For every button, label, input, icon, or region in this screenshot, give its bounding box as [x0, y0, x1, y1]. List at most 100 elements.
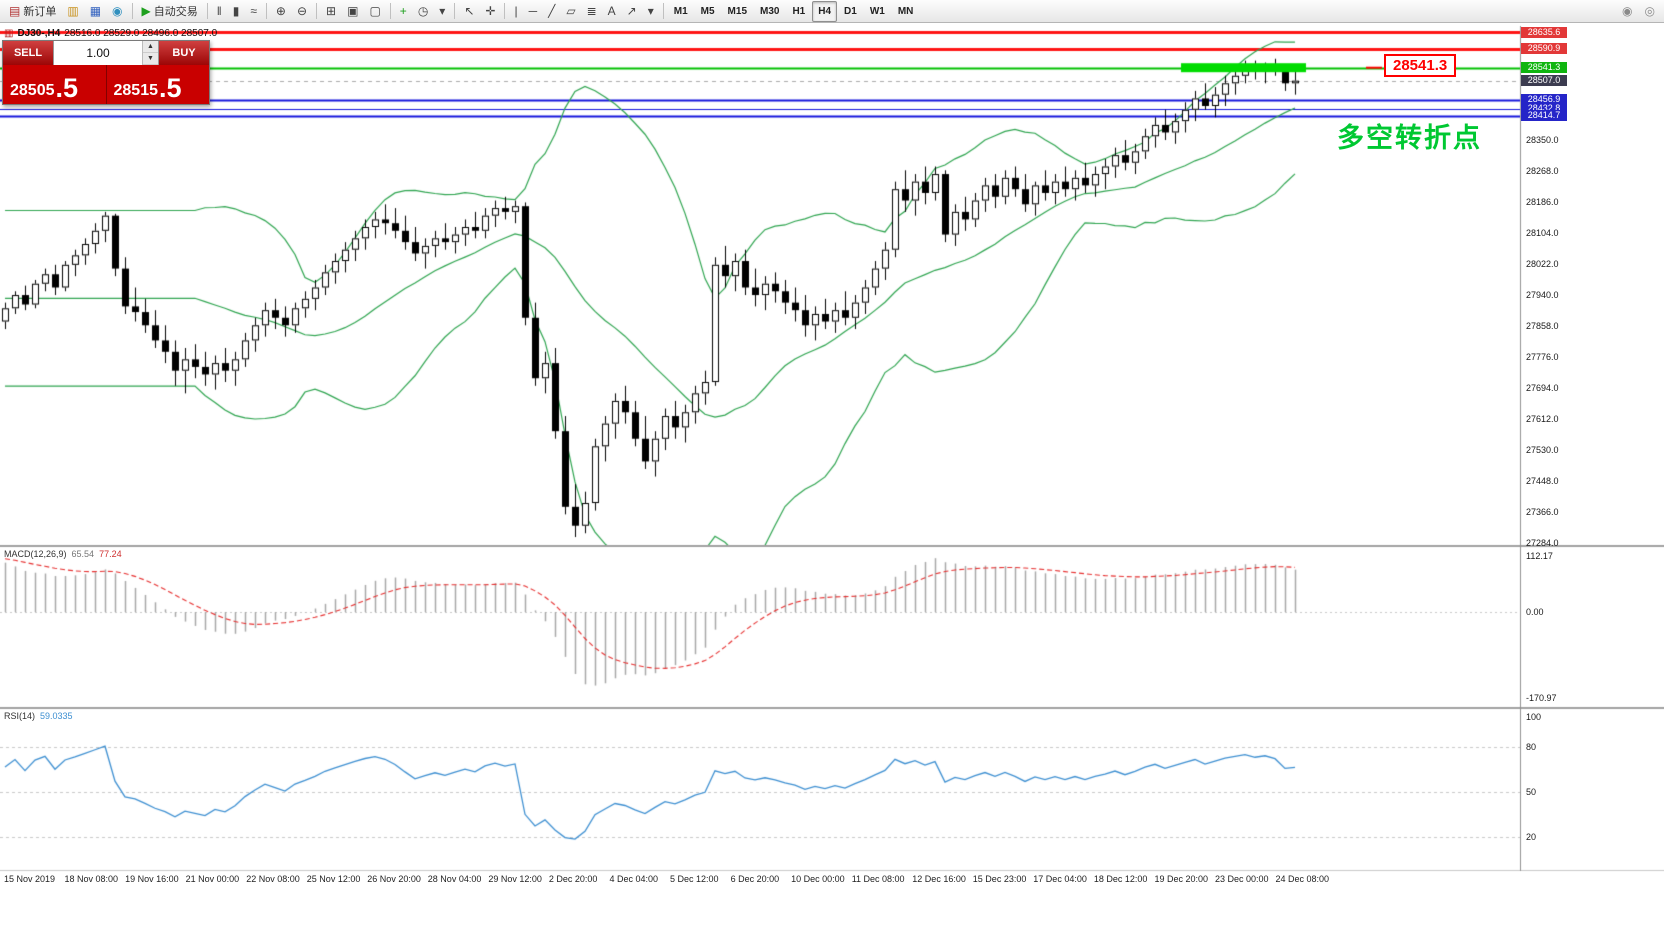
bar-chart-button[interactable]: ‖ — [212, 1, 227, 22]
time-axis-label: 19 Nov 16:00 — [125, 874, 179, 884]
price-axis-label: 27858.0 — [1526, 321, 1559, 332]
timeframe-m1[interactable]: M1 — [673, 5, 688, 17]
timeframe-d1[interactable]: D1 — [844, 5, 857, 17]
chart-annotation-text[interactable]: 多空转折点 — [1337, 123, 1482, 153]
status-icon-1-icon: ◉ — [1622, 4, 1633, 18]
rsi-axis-label: 50 — [1526, 787, 1537, 797]
candlestick-chart-button[interactable]: ▮ — [228, 1, 245, 22]
vertical-line-icon: | — [514, 4, 518, 18]
templates-button[interactable]: ▾ — [434, 1, 450, 22]
time-axis-label: 22 Nov 08:00 — [246, 874, 300, 884]
arrange-windows-button[interactable]: ▢ — [364, 1, 385, 22]
cursor-button[interactable]: ↖ — [459, 1, 479, 22]
ask-main-digits: 28515 — [113, 82, 159, 99]
trendline-button[interactable]: ╱ — [543, 1, 560, 22]
ask-price[interactable]: 28515 .5 — [107, 65, 210, 104]
volume-spinner[interactable]: ▲ ▼ — [142, 41, 158, 65]
profiles-icon: ▥ — [67, 4, 79, 18]
autotrading-icon: ▶ — [141, 4, 151, 18]
toolbar-separator — [265, 3, 267, 19]
line-chart-icon: ≈ — [250, 4, 257, 18]
timeframe-w1[interactable]: W1 — [869, 5, 885, 17]
price-tag: 28507.0 — [1521, 75, 1567, 87]
zoom-in-button[interactable]: ⊕ — [271, 1, 291, 22]
bid-price[interactable]: 28505 .5 — [3, 65, 107, 104]
status-icon-1[interactable]: ◉ — [1617, 1, 1637, 22]
vertical-line-button[interactable]: | — [509, 1, 522, 22]
arrows-button[interactable]: ↗ — [622, 1, 642, 22]
time-axis-label: 15 Dec 23:00 — [972, 874, 1027, 884]
community-icon: ◉ — [112, 4, 123, 18]
objects-dropdown[interactable]: ▾ — [643, 1, 659, 22]
time-axis-label: 5 Dec 12:00 — [670, 874, 719, 884]
volume-input[interactable]: 1.00 ▲ ▼ — [53, 41, 159, 65]
timeframe-h1[interactable]: H1 — [792, 5, 806, 17]
time-axis-label: 24 Dec 08:00 — [1275, 874, 1330, 884]
top-toolbar: ▤ 新订单 ▥ ▦ ◉ ▶ 自动交易 ‖ ▮ ≈ ⊕ ⊖ ⊞ ▣ ▢ + ◷ ▾ ↖ ✛ | ─ ╱ ▱ ≣ A ↗ ▾ M1 M5 M15… — [0, 0, 1664, 23]
tile-windows-button[interactable]: ⊞ — [321, 1, 341, 22]
time-axis-label: 19 Dec 20:00 — [1154, 874, 1209, 884]
timeframe-h4[interactable]: H4 — [812, 0, 838, 22]
rsi-axis-label: 100 — [1526, 712, 1542, 722]
macd-axis-label: 0.00 — [1526, 607, 1544, 617]
profiles-button[interactable]: ▥ — [62, 1, 83, 22]
time-axis-label: 10 Dec 00:00 — [791, 874, 845, 884]
price-tag: 28432.8 — [1521, 103, 1567, 115]
text-button[interactable]: A — [603, 1, 621, 22]
trade-panel-controls: SELL 1.00 ▲ ▼ BUY — [3, 41, 209, 65]
price-tag: 28414.7 — [1521, 110, 1567, 122]
horizontal-line-button[interactable]: ─ — [524, 1, 543, 22]
periods-button[interactable]: ◷ — [413, 1, 433, 22]
community-button[interactable]: ◉ — [107, 1, 127, 22]
cursor-icon: ↖ — [464, 4, 475, 18]
chart-symbol-timeframe: DJ30-,H4 — [17, 28, 61, 39]
zoom-out-button[interactable]: ⊖ — [292, 1, 312, 22]
charts-list-button[interactable]: ▦ — [85, 1, 106, 22]
status-icon-2[interactable]: ◎ — [1640, 1, 1660, 22]
macd-axis-label: 112.17 — [1526, 550, 1553, 561]
timeframe-m30[interactable]: M30 — [760, 5, 780, 17]
periods-icon: ◷ — [417, 4, 429, 18]
toolbar-separator — [454, 3, 456, 19]
price-axis-label: 27448.0 — [1526, 476, 1559, 487]
price-callout-label[interactable]: 28541.3 — [1384, 54, 1457, 77]
toolbar-separator — [389, 3, 391, 19]
toolbar-separator — [504, 3, 506, 19]
macd-name: MACD(12,26,9) — [4, 549, 67, 559]
time-axis-label: 4 Dec 04:00 — [609, 874, 659, 884]
fibonacci-button[interactable]: ≣ — [582, 1, 602, 22]
cascade-windows-button[interactable]: ▣ — [342, 1, 363, 22]
rsi-axis-label: 20 — [1526, 832, 1537, 842]
indicators-button[interactable]: + — [395, 1, 412, 22]
price-axis-label: 28104.0 — [1526, 228, 1559, 239]
time-axis-label: 25 Nov 12:00 — [306, 874, 361, 884]
volume-up-icon[interactable]: ▲ — [143, 41, 158, 53]
fibonacci-icon: ≣ — [586, 4, 597, 18]
timeframe-mn[interactable]: MN — [897, 5, 914, 17]
time-axis-label: 18 Nov 08:00 — [64, 874, 119, 884]
volume-value[interactable]: 1.00 — [86, 46, 110, 60]
new-order-button[interactable]: ▤ 新订单 — [4, 1, 61, 22]
timeframe-m15[interactable]: M15 — [727, 5, 747, 17]
sell-button[interactable]: SELL — [3, 41, 53, 65]
chart-symbol-icon: ▥ — [4, 28, 14, 39]
macd-axis-label: -170.97 — [1526, 692, 1557, 703]
crosshair-button[interactable]: ✛ — [480, 1, 500, 22]
price-tag: 28590.9 — [1521, 43, 1567, 55]
autotrading-button[interactable]: ▶ 自动交易 — [137, 1, 203, 22]
price-axis-label: 27940.0 — [1526, 290, 1559, 301]
time-axis-label: 2 Dec 20:00 — [548, 874, 598, 884]
buy-button[interactable]: BUY — [159, 41, 209, 65]
volume-down-icon[interactable]: ▼ — [143, 53, 158, 65]
price-axis-label: 28022.0 — [1526, 259, 1559, 270]
price-axis-label: 28268.0 — [1526, 166, 1559, 176]
macd-value-1: 65.54 — [71, 549, 95, 559]
rsi-indicator-label: RSI(14) 59.0335 — [4, 711, 73, 721]
one-click-trading-panel: SELL 1.00 ▲ ▼ BUY 28505 .5 28515 .5 — [2, 40, 210, 105]
new-order-icon: ▤ — [9, 4, 21, 18]
timeframe-m5[interactable]: M5 — [700, 5, 715, 17]
line-chart-button[interactable]: ≈ — [245, 1, 262, 22]
channel-button[interactable]: ▱ — [561, 1, 580, 22]
